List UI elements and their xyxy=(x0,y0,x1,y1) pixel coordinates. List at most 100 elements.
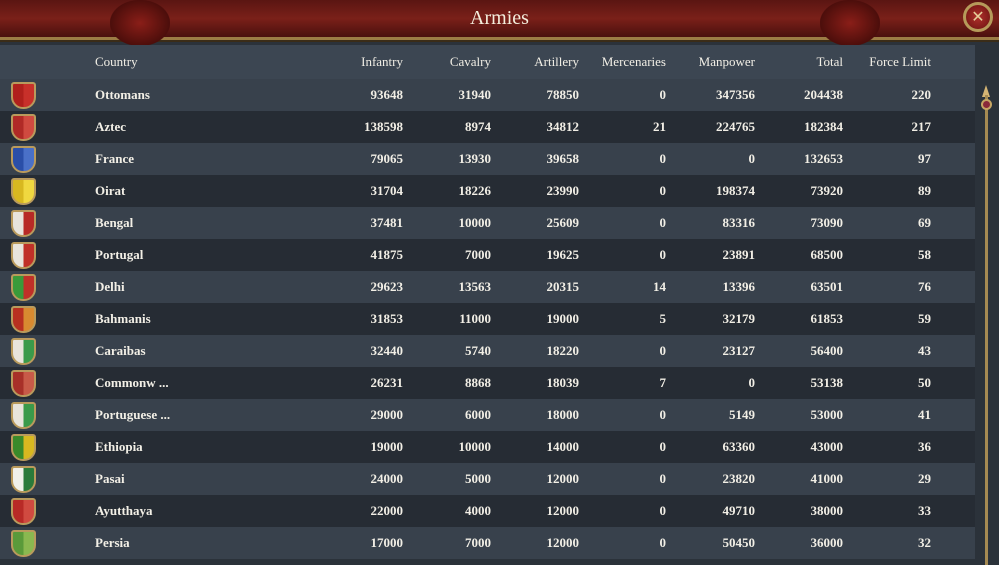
column-header-artillery[interactable]: Artillery xyxy=(534,54,579,69)
cell-infantry: 31853 xyxy=(370,311,404,326)
country-flag-shield-icon xyxy=(11,274,36,301)
close-button[interactable]: ✕ xyxy=(963,2,993,32)
table-row[interactable]: Bahmanis 31853 11000 19000 5 32179 61853 59 xyxy=(0,303,975,335)
table-row[interactable]: Pasai 24000 5000 12000 0 23820 41000 29 xyxy=(0,463,975,495)
cell-country: Caraibas xyxy=(95,343,146,358)
cell-total: 38000 xyxy=(810,503,844,518)
cell-manpower: 32179 xyxy=(722,311,756,326)
cell-mercenaries: 0 xyxy=(659,535,667,550)
cell-force-limit: 76 xyxy=(918,279,931,294)
cell-infantry: 138598 xyxy=(364,119,403,134)
column-header-cavalry[interactable]: Cavalry xyxy=(449,54,491,69)
cell-total: 73920 xyxy=(810,183,844,198)
country-flag-shield-icon xyxy=(11,210,36,237)
scroll-up-arrow-icon[interactable] xyxy=(982,85,990,97)
table-row[interactable]: Portuguese ... 29000 6000 18000 0 5149 53000 41 xyxy=(0,399,975,431)
cell-total: 56400 xyxy=(810,343,844,358)
cell-artillery: 25609 xyxy=(546,215,580,230)
cell-total: 68500 xyxy=(810,247,844,262)
country-flag-shield-icon xyxy=(11,178,36,205)
country-flag-shield-icon xyxy=(11,82,36,109)
scroll-thumb[interactable] xyxy=(981,99,992,110)
country-flag-shield-icon xyxy=(11,306,36,333)
cell-mercenaries: 0 xyxy=(659,471,667,486)
cell-total: 43000 xyxy=(810,439,844,454)
cell-cavalry: 11000 xyxy=(459,311,491,326)
cell-mercenaries: 5 xyxy=(659,311,667,326)
cell-force-limit: 97 xyxy=(918,151,931,166)
cell-country: France xyxy=(95,151,134,166)
table-row[interactable]: France 79065 13930 39658 0 0 132653 97 xyxy=(0,143,975,175)
cell-country: Aztec xyxy=(95,119,127,134)
cell-country: Bahmanis xyxy=(95,311,151,326)
country-flag-shield-icon xyxy=(11,530,36,557)
cell-manpower: 347356 xyxy=(716,87,755,102)
cell-cavalry: 10000 xyxy=(458,439,492,454)
table-row[interactable]: Persia 17000 7000 12000 0 50450 36000 32 xyxy=(0,527,975,559)
cell-mercenaries: 0 xyxy=(659,343,667,358)
cell-manpower: 50450 xyxy=(722,535,756,550)
country-flag-shield-icon xyxy=(11,146,36,173)
cell-infantry: 26231 xyxy=(370,375,404,390)
scroll-track[interactable] xyxy=(985,95,988,565)
close-icon: ✕ xyxy=(971,7,985,26)
cell-infantry: 17000 xyxy=(370,535,404,550)
column-header-total[interactable]: Total xyxy=(816,54,843,69)
country-flag-shield-icon xyxy=(11,114,36,141)
table-row[interactable]: Ottomans 93648 31940 78850 0 347356 204438 220 xyxy=(0,79,975,111)
cell-country: Pasai xyxy=(95,471,125,486)
cell-infantry: 29000 xyxy=(370,407,404,422)
cell-mercenaries: 21 xyxy=(653,119,666,134)
cell-manpower: 83316 xyxy=(722,215,756,230)
table-row[interactable]: Aztec 138598 8974 34812 21 224765 182384 217 xyxy=(0,111,975,143)
cell-mercenaries: 0 xyxy=(659,215,667,230)
cell-manpower: 23127 xyxy=(722,343,756,358)
table-row[interactable]: Ayutthaya 22000 4000 12000 0 49710 38000 33 xyxy=(0,495,975,527)
country-flag-shield-icon xyxy=(11,370,36,397)
column-header-mercenaries[interactable]: Mercenaries xyxy=(601,54,666,69)
cell-force-limit: 32 xyxy=(918,535,931,550)
scrollbar[interactable] xyxy=(981,85,992,565)
table-row[interactable]: Bengal 37481 10000 25609 0 83316 73090 69 xyxy=(0,207,975,239)
table-row[interactable]: Caraibas 32440 5740 18220 0 23127 56400 43 xyxy=(0,335,975,367)
cell-artillery: 14000 xyxy=(546,439,580,454)
country-flag-shield-icon xyxy=(11,498,36,525)
title-bar: Armies ✕ xyxy=(0,0,999,46)
cell-infantry: 32440 xyxy=(370,343,404,358)
cell-cavalry: 31940 xyxy=(458,87,492,102)
cell-infantry: 41875 xyxy=(370,247,404,262)
cell-total: 73090 xyxy=(810,215,844,230)
cell-infantry: 24000 xyxy=(370,471,404,486)
cell-artillery: 19000 xyxy=(546,311,580,326)
cell-country: Portuguese ... xyxy=(95,407,171,422)
cell-manpower: 23820 xyxy=(722,471,756,486)
column-header-force-limit[interactable]: Force Limit xyxy=(869,54,931,69)
window-title: Armies xyxy=(470,7,529,29)
table-row[interactable]: Commonw ... 26231 8868 18039 7 0 53138 50 xyxy=(0,367,975,399)
table-row[interactable]: Oirat 31704 18226 23990 0 198374 73920 89 xyxy=(0,175,975,207)
cell-artillery: 39658 xyxy=(546,151,580,166)
cell-force-limit: 217 xyxy=(911,119,932,134)
cell-artillery: 18220 xyxy=(546,343,580,358)
table-row[interactable]: Ethiopia 19000 10000 14000 0 63360 43000 36 xyxy=(0,431,975,463)
cell-mercenaries: 7 xyxy=(659,375,667,390)
cell-cavalry: 4000 xyxy=(465,503,491,518)
cell-manpower: 13396 xyxy=(722,279,756,294)
table-row[interactable]: Delhi 29623 13563 20315 14 13396 63501 76 xyxy=(0,271,975,303)
cell-artillery: 78850 xyxy=(546,87,580,102)
cell-force-limit: 59 xyxy=(918,311,931,326)
cell-mercenaries: 0 xyxy=(659,503,667,518)
cell-artillery: 19625 xyxy=(546,247,580,262)
table-row[interactable]: Portugal 41875 7000 19625 0 23891 68500 58 xyxy=(0,239,975,271)
cell-manpower: 63360 xyxy=(722,439,756,454)
country-flag-shield-icon xyxy=(11,434,36,461)
column-header-country[interactable]: Country xyxy=(95,54,138,69)
cell-force-limit: 89 xyxy=(918,183,931,198)
column-header-infantry[interactable]: Infantry xyxy=(361,54,403,69)
column-header-manpower[interactable]: Manpower xyxy=(698,54,755,69)
cell-total: 63501 xyxy=(810,279,844,294)
cell-country: Oirat xyxy=(95,183,126,198)
cell-country: Ayutthaya xyxy=(95,503,153,518)
cell-force-limit: 33 xyxy=(918,503,931,518)
cell-force-limit: 43 xyxy=(918,343,931,358)
